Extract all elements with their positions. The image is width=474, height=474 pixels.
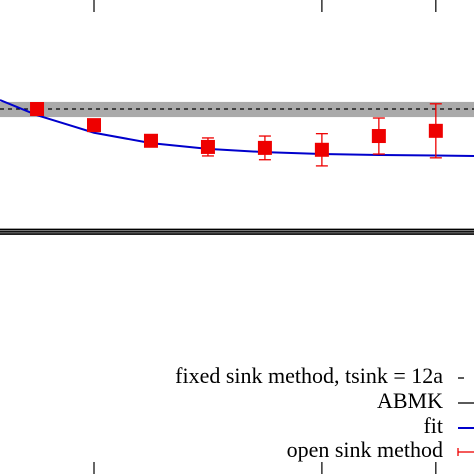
band <box>0 101 474 118</box>
legend-label: ABMK <box>377 388 443 413</box>
point <box>143 133 158 148</box>
point <box>200 139 215 154</box>
fit-curve <box>0 99 474 157</box>
point <box>257 140 272 155</box>
point <box>87 118 102 133</box>
point <box>314 142 329 157</box>
legend-label: fit <box>423 413 443 438</box>
point <box>428 123 443 138</box>
point <box>30 102 45 117</box>
legend-label: fixed sink method, tsink = 12a <box>175 363 443 388</box>
point <box>371 129 386 144</box>
legend-label: open sink method <box>287 437 443 462</box>
